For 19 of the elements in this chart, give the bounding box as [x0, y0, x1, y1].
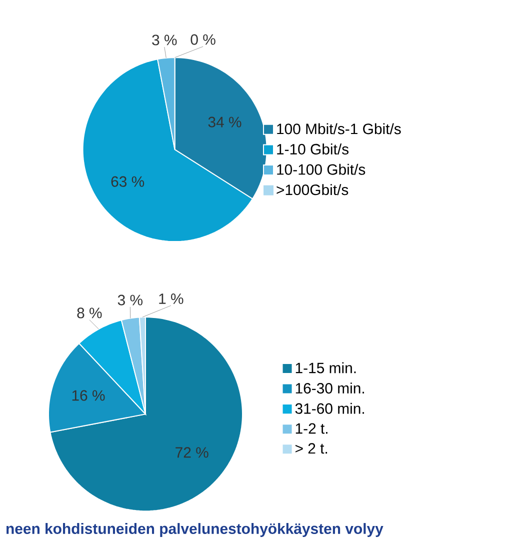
- data-label: 72 %: [176, 447, 208, 458]
- data-label: 16 %: [72, 390, 105, 401]
- text: 0 %: [190, 34, 216, 45]
- legend-label: 1-10 Gbit/s: [277, 144, 349, 155]
- legend-label: 100 Mbit/s-1 Gbit/s: [277, 123, 401, 134]
- data-label: 34 %: [208, 116, 242, 128]
- text: neen kohdistuneiden palvelunestohyökkäysten volyy: [6, 523, 384, 537]
- data-label: 3 %: [152, 34, 177, 46]
- data-label: 8 %: [77, 308, 102, 318]
- legend-label: 16-30 min.: [296, 382, 364, 394]
- legend-label: 1-15 min.: [296, 362, 356, 374]
- data-label: 1 %: [159, 294, 184, 304]
- data-label: 3 %: [118, 294, 142, 306]
- legend-label: 31-60 min.: [295, 402, 364, 414]
- legend-label: 10-100 Gbit/s: [277, 164, 366, 175]
- legend-label: 1-2 t.: [296, 423, 328, 434]
- data-label: 63 %: [111, 176, 144, 187]
- legend-label: > 2 t.: [295, 443, 328, 454]
- legend-label: >100Gbit/s: [276, 184, 348, 196]
